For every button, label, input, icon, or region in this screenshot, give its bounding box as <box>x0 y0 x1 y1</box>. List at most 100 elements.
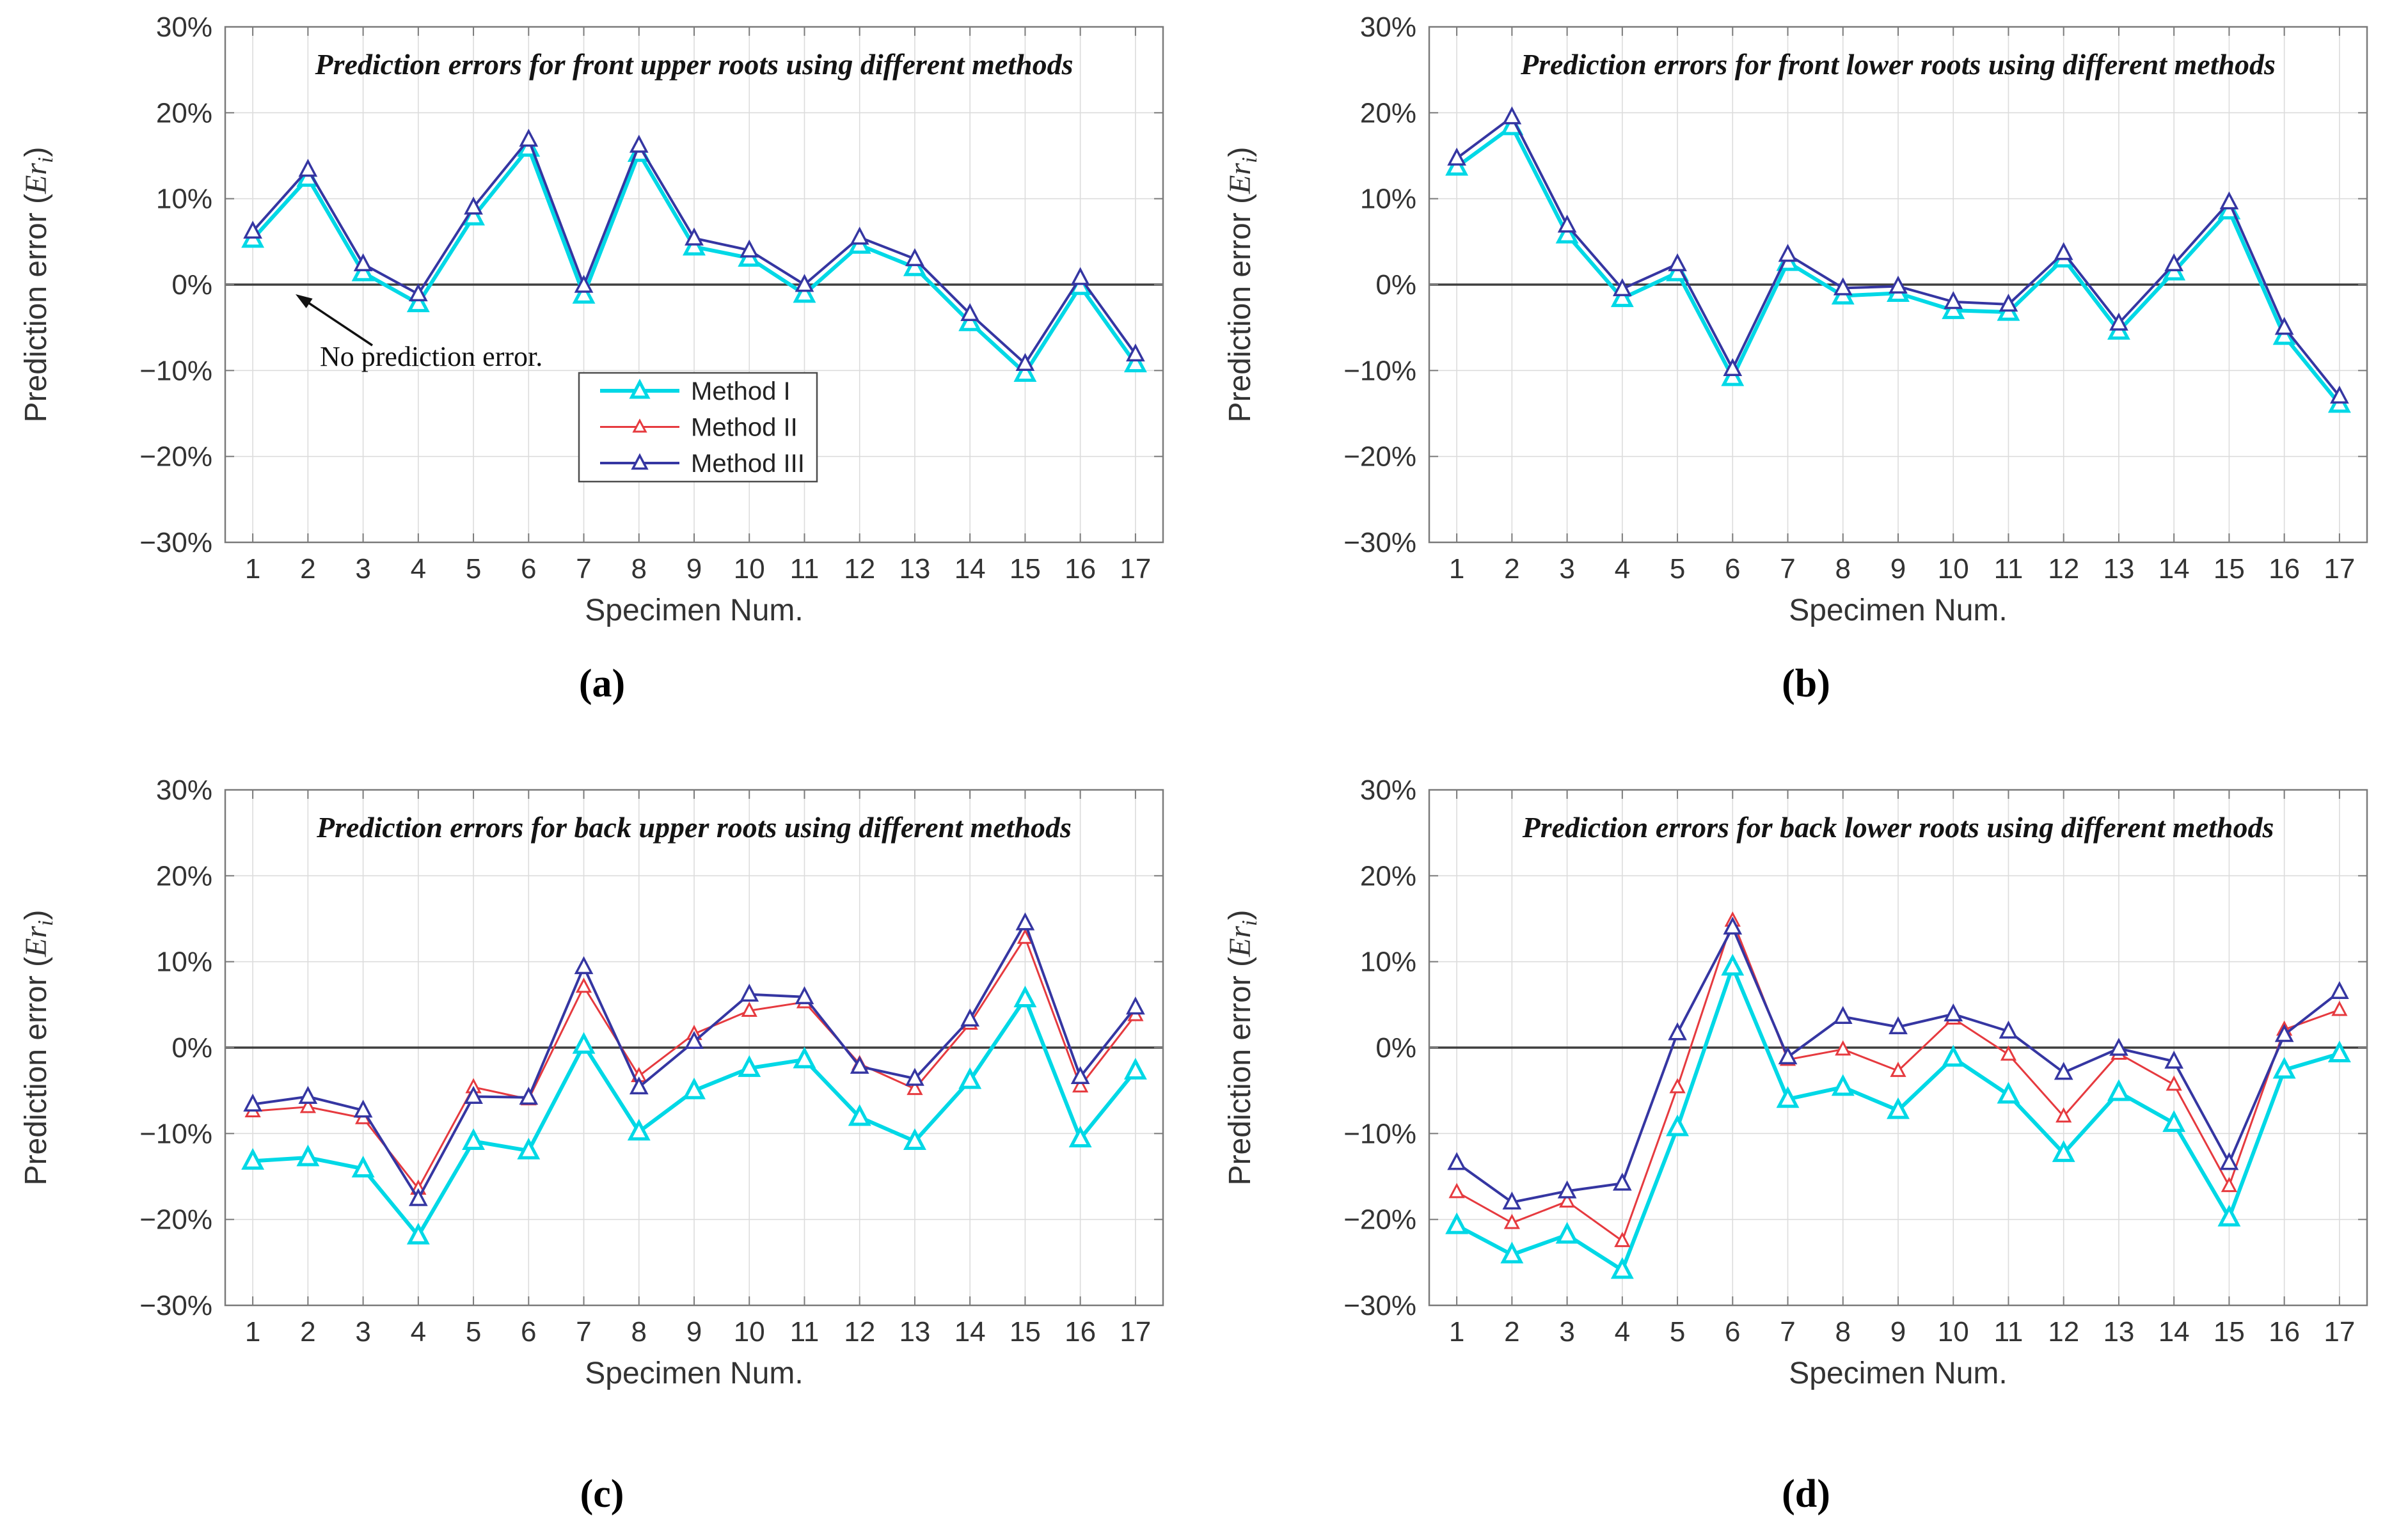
legend-marker <box>629 379 651 399</box>
x-tick-label: 8 <box>631 1316 647 1348</box>
triangle-marker <box>298 1085 318 1104</box>
y-tick-label: −20% <box>1343 1204 1416 1236</box>
x-tick-label: 8 <box>1835 553 1851 585</box>
triangle-marker <box>1723 358 1743 377</box>
triangle-marker <box>1070 1066 1090 1085</box>
triangle-marker <box>2221 1177 2238 1192</box>
chart-title: Prediction errors for back lower roots u… <box>1522 811 2274 844</box>
triangle-marker <box>905 1067 924 1086</box>
y-tick-label: 20% <box>156 860 212 892</box>
y-axis-label: Prediction error (Eri) <box>1223 147 1262 423</box>
triangle-marker <box>1445 1212 1469 1234</box>
triangle-marker <box>1668 253 1687 272</box>
x-tick-label: 13 <box>899 1316 930 1348</box>
triangle-marker <box>2219 191 2239 210</box>
triangle-marker <box>1068 1126 1092 1147</box>
triangle-marker <box>408 1188 428 1206</box>
y-tick-label: −10% <box>139 355 212 386</box>
triangle-marker <box>958 1067 982 1089</box>
triangle-marker <box>1668 1022 1687 1041</box>
triangle-marker <box>2274 317 2294 335</box>
x-tick-label: 17 <box>1120 553 1151 585</box>
legend: Method I Method II Method III <box>578 372 818 483</box>
x-tick-label: 14 <box>954 553 986 585</box>
triangle-marker <box>351 259 375 281</box>
subfigure-caption-a: (a) <box>578 662 626 705</box>
y-tick-label: −30% <box>1343 527 1416 558</box>
triangle-marker <box>1447 1152 1466 1170</box>
x-tick-label: 7 <box>1780 1316 1795 1348</box>
triangle-marker <box>1721 954 1745 976</box>
triangle-marker <box>1448 1183 1465 1199</box>
y-tick-label: 0% <box>1375 1032 1416 1064</box>
x-tick-label: 13 <box>2103 1316 2134 1348</box>
x-axis-label: Specimen Num. <box>1789 594 2007 627</box>
triangle-marker <box>629 134 649 153</box>
x-tick-label: 11 <box>790 553 820 585</box>
x-tick-label: 11 <box>1994 553 2024 585</box>
triangle-marker <box>1126 343 1145 362</box>
y-tick-label: 10% <box>1360 184 1416 215</box>
x-tick-label: 2 <box>1504 1316 1519 1348</box>
triangle-marker <box>572 281 596 304</box>
triangle-marker <box>850 1055 869 1074</box>
x-tick-label: 3 <box>355 1316 370 1348</box>
triangle-marker <box>1123 350 1147 373</box>
x-tick-label: 1 <box>245 1316 260 1348</box>
x-tick-label: 13 <box>2103 553 2134 585</box>
triangle-marker <box>296 1144 320 1167</box>
triangle-marker <box>517 1137 541 1160</box>
triangle-marker <box>1503 1213 1520 1229</box>
x-axis-label: Specimen Num. <box>1789 1357 2007 1390</box>
subfigure-caption-d: (d) <box>1782 1472 1830 1516</box>
triangle-marker <box>960 1008 980 1027</box>
x-tick-label: 16 <box>2269 1316 2300 1348</box>
x-tick-label: 4 <box>411 1316 426 1348</box>
panel-d-back-lower: 1 2 3 4 5 6 7 8 9 10 11 12 13 14 15 16 17 30% 20% 10% 0% −10%… <box>1204 763 2408 1526</box>
triangle-marker <box>2217 1204 2241 1227</box>
triangle-marker <box>907 1080 923 1096</box>
x-tick-label: 12 <box>844 553 875 585</box>
triangle-marker <box>793 1046 816 1069</box>
axis-ticks <box>1429 26 2367 543</box>
triangle-marker <box>1070 267 1090 285</box>
triangle-marker <box>462 1128 486 1151</box>
series-markers-method-i <box>1445 954 2351 1279</box>
x-tick-label: 7 <box>1780 553 1795 585</box>
triangle-marker <box>2330 980 2349 1000</box>
x-tick-label: 11 <box>1994 1316 2024 1348</box>
triangle-marker <box>353 253 373 272</box>
x-tick-label: 17 <box>2324 553 2355 585</box>
y-tick-label: 20% <box>1360 97 1416 129</box>
triangle-marker <box>2054 1062 2073 1080</box>
triangle-marker <box>1778 244 1798 262</box>
triangle-marker <box>1942 297 1965 319</box>
chart-back-lower: 1 2 3 4 5 6 7 8 9 10 11 12 13 14 15 16 1730%20%10%0%−10%… <box>1223 775 2368 1390</box>
triangle-marker <box>1833 277 1853 295</box>
triangle-marker <box>1557 1180 1577 1199</box>
y-tick-label: 20% <box>156 97 212 129</box>
x-tick-label: 10 <box>1938 553 1969 585</box>
triangle-marker <box>795 274 814 292</box>
triangle-marker <box>2331 1000 2348 1016</box>
triangle-marker <box>1889 275 1908 294</box>
y-tick-label: −20% <box>139 441 212 473</box>
x-tick-label: 6 <box>521 553 536 585</box>
legend-label: Method II <box>691 414 798 442</box>
y-tick-label: 0% <box>171 1032 212 1064</box>
x-tick-label: 16 <box>1065 1316 1096 1348</box>
triangle-marker <box>298 159 318 177</box>
triangle-marker <box>1614 1232 1631 1247</box>
legend-marker <box>632 418 647 433</box>
x-tick-label: 14 <box>2158 553 2190 585</box>
x-tick-label: 16 <box>2269 553 2300 585</box>
x-tick-label: 7 <box>576 553 591 585</box>
x-tick-label: 6 <box>521 1316 536 1348</box>
chart-back-upper: 1 2 3 4 5 6 7 8 9 10 11 12 13 14 15 16 1730%20%10%0%−10%… <box>19 775 1164 1390</box>
triangle-marker <box>1723 916 1743 935</box>
triangle-marker <box>1997 1082 2020 1104</box>
triangle-marker <box>574 274 594 293</box>
x-tick-label: 17 <box>2324 1316 2355 1348</box>
triangle-marker <box>351 1156 375 1178</box>
